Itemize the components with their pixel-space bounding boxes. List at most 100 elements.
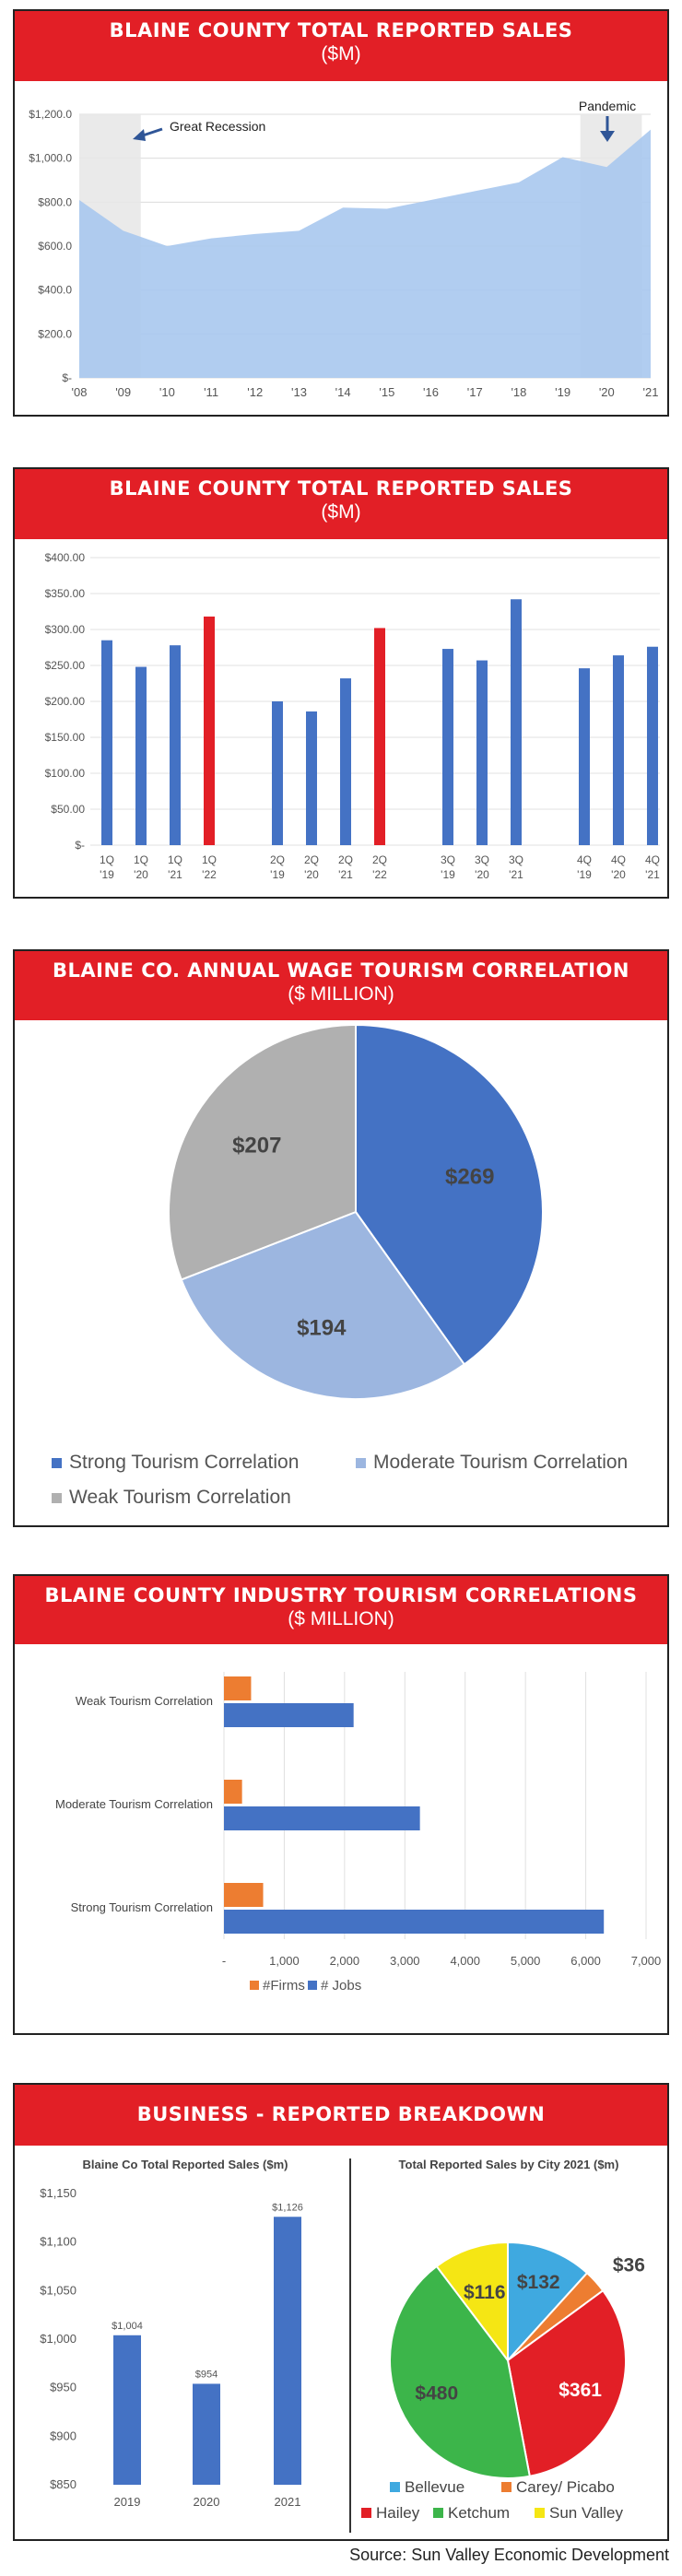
x-tick-label: 6,000 xyxy=(570,1954,601,1968)
x-tick-label: 1,000 xyxy=(269,1954,300,1968)
legend-label: Sun Valley xyxy=(549,2504,624,2522)
legend-label: Hailey xyxy=(376,2504,420,2522)
x-tick-label: '20 xyxy=(611,868,626,881)
y-tick-label: $- xyxy=(62,371,72,384)
y-tick-label: $1,200.0 xyxy=(29,108,72,121)
source-note: Source: Sun Valley Economic Development xyxy=(349,2546,669,2564)
x-tick-label: 1Q xyxy=(134,853,148,866)
y-tick-label: $850 xyxy=(50,2477,76,2491)
legend-label: Weak Tourism Correlation xyxy=(69,1487,291,1508)
x-tick-label: '18 xyxy=(511,385,526,399)
bar xyxy=(647,646,658,845)
annotation-arrowhead xyxy=(600,131,615,142)
pie-slice xyxy=(168,1023,357,1281)
y-category-label: Strong Tourism Correlation xyxy=(71,1900,213,1914)
x-tick-label: '20 xyxy=(134,868,148,881)
y-tick-label: $400.00 xyxy=(45,551,86,564)
x-tick-label: 1Q xyxy=(202,853,217,866)
legend-swatch xyxy=(52,1493,62,1503)
area-chart: $- $200.0 $400.0 $600.0 $800.0 $1,000.0 $1,200… xyxy=(29,99,659,399)
legend-swatch xyxy=(535,2508,545,2518)
bar xyxy=(193,2383,220,2485)
x-tick-label: '19 xyxy=(555,385,570,399)
x-tick-label: '19 xyxy=(441,868,455,881)
bar xyxy=(340,678,351,845)
x-tick-label: 2Q xyxy=(372,853,387,866)
data-label: $1,004 xyxy=(112,2321,143,2332)
x-tick-label: 2019 xyxy=(114,2495,141,2509)
bar xyxy=(101,640,112,845)
y-tick-label: $1,100 xyxy=(40,2235,76,2249)
y-tick-label: $900 xyxy=(50,2429,76,2442)
legend-label: Bellevue xyxy=(405,2478,464,2496)
data-label: $269 xyxy=(445,1164,494,1189)
legend-swatch xyxy=(250,1981,259,1990)
y-tick-label: $350.00 xyxy=(45,587,86,600)
data-label: $207 xyxy=(232,1134,281,1159)
pie-slice xyxy=(389,2264,531,2479)
panel-title: BLAINE COUNTY TOTAL REPORTED SALES xyxy=(109,477,573,500)
data-label: $954 xyxy=(195,2369,218,2380)
subchart-title: Total Reported Sales by City 2021 ($m) xyxy=(399,2158,619,2171)
quarterly-bar-chart: $- $50.00 $100.00 $150.00 $200.00 $250.00 $300… xyxy=(45,551,661,881)
y-tick-label: $600.0 xyxy=(38,240,72,253)
x-tick-label: 5,000 xyxy=(511,1954,541,1968)
bar xyxy=(613,655,624,845)
legend-label: Strong Tourism Correlation xyxy=(69,1452,299,1473)
x-tick-label: '21 xyxy=(645,868,660,881)
y-tick-label: $200.0 xyxy=(38,327,72,340)
pie-slice xyxy=(507,2241,589,2363)
y-category-label: Moderate Tourism Correlation xyxy=(55,1797,213,1811)
x-tick-label: '21 xyxy=(643,385,659,399)
x-tick-label: 2Q xyxy=(338,853,353,866)
panel-subtitle: ($ MILLION) xyxy=(288,1608,394,1629)
y-tick-label: $50.00 xyxy=(51,803,85,816)
x-tick-label: 4,000 xyxy=(450,1954,480,1968)
panel-total-sales-area: BLAINE COUNTY TOTAL REPORTED SALES ($M) … xyxy=(13,9,669,417)
bar xyxy=(204,616,215,845)
x-tick-label: 3,000 xyxy=(390,1954,420,1968)
x-tick-label: 3Q xyxy=(509,853,523,866)
bar xyxy=(135,666,147,845)
x-tick-label: 2,000 xyxy=(330,1954,360,1968)
x-tick-label: '15 xyxy=(379,385,394,399)
panel-banner: BUSINESS - REPORTED BREAKDOWN xyxy=(15,2085,667,2146)
x-tick-label: '22 xyxy=(372,868,387,881)
x-tick-label: 2Q xyxy=(304,853,319,866)
legend-label: # Jobs xyxy=(321,1978,361,1994)
x-tick-label: '21 xyxy=(338,868,353,881)
y-tick-label: $1,000 xyxy=(40,2332,76,2346)
x-tick-label: 2020 xyxy=(194,2495,220,2509)
x-tick-label: - xyxy=(222,1954,226,1968)
x-tick-label: '17 xyxy=(467,385,483,399)
panel-subtitle: ($M) xyxy=(321,501,361,523)
wage-pie-chart: $269 $194 $207 Strong Tourism Correlation Mo… xyxy=(52,1023,628,1508)
business-breakdown-charts: Blaine Co Total Reported Sales ($m) $850 $… xyxy=(40,2158,645,2533)
x-tick-label: 2Q xyxy=(270,853,285,866)
legend-swatch xyxy=(501,2482,512,2492)
bar xyxy=(274,2217,301,2485)
y-tick-label: $- xyxy=(75,839,85,852)
panel-banner: BLAINE COUNTY TOTAL REPORTED SALES ($M) xyxy=(15,11,667,81)
panel-title: BLAINE COUNTY TOTAL REPORTED SALES xyxy=(109,19,573,41)
x-tick-label: 4Q xyxy=(645,853,660,866)
panel-banner: BLAINE CO. ANNUAL WAGE TOURISM CORRELATI… xyxy=(15,951,667,1020)
x-tick-label: '19 xyxy=(577,868,592,881)
legend-label: Carey/ Picabo xyxy=(516,2478,615,2496)
pie-slice xyxy=(435,2241,509,2363)
legend-label: Ketchum xyxy=(448,2504,510,2522)
area-series xyxy=(79,129,651,378)
pie-slice xyxy=(355,1023,544,1366)
x-tick-label: 2021 xyxy=(275,2495,301,2509)
panel-industry-correlations: BLAINE COUNTY INDUSTRY TOURISM CORRELATI… xyxy=(13,1574,669,2035)
x-tick-label: '22 xyxy=(202,868,217,881)
bar xyxy=(224,1703,354,1727)
panel-title: BUSINESS - REPORTED BREAKDOWN xyxy=(136,2103,546,2125)
x-tick-label: '14 xyxy=(335,385,351,399)
bar xyxy=(224,1910,605,1934)
panel-title: BLAINE CO. ANNUAL WAGE TOURISM CORRELATI… xyxy=(53,959,629,982)
x-tick-label: '19 xyxy=(270,868,285,881)
x-tick-label: 1Q xyxy=(100,853,114,866)
y-tick-label: $150.00 xyxy=(45,731,86,744)
x-tick-label: '16 xyxy=(423,385,439,399)
